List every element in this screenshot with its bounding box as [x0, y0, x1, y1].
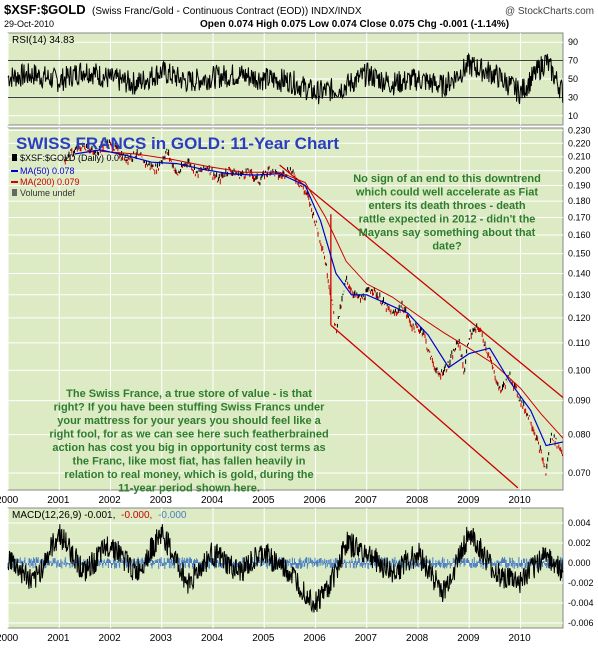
legend-ma200: MA(200) 0.079 — [20, 177, 80, 187]
x-axis-label: 2009 — [457, 495, 480, 506]
ma50-line — [74, 149, 564, 447]
price-tick-label: 0.080 — [568, 430, 591, 440]
price-tick-label: 0.230 — [568, 125, 591, 135]
ohlc-readout: Open 0.074 High 0.075 Low 0.074 Close 0.… — [200, 19, 509, 30]
price-tick-label: 0.150 — [568, 249, 591, 259]
x-axis-label: 2004 — [201, 495, 224, 506]
price-tick-label: 0.110 — [568, 338, 590, 348]
x-axis-label: 2006 — [303, 633, 326, 644]
chart-date: 29-Oct-2010 — [4, 19, 54, 29]
price-tick-label: 0.160 — [568, 230, 591, 240]
price-panel: SWISS FRANCS in GOLD: 11-Year Chart $XSF… — [7, 125, 591, 495]
x-axis-label: 2010 — [508, 495, 531, 506]
legend-marker-price — [12, 154, 17, 161]
rsi-line — [7, 52, 564, 105]
stockcharts-watermark: @ StockCharts.com — [505, 6, 594, 17]
chart-symbol: $XSF:$GOLD — [4, 2, 86, 17]
macd-tick-label: -0.002 — [568, 578, 594, 588]
x-axis-label: 2004 — [201, 633, 224, 644]
rsi-label: RSI(14) 34.83 — [12, 35, 75, 46]
macd-label: MACD(12,26,9) -0.001, -0.000, -0.000 — [12, 510, 187, 521]
price-tick-label: 0.190 — [568, 181, 591, 191]
price-tick-label: 0.180 — [568, 196, 591, 206]
rsi-tick-label: 70 — [568, 56, 578, 66]
annotation-left: The Swiss France, a true store of value … — [49, 388, 328, 495]
x-axis-label: 2005 — [252, 633, 275, 644]
rsi-tick-label: 10 — [568, 111, 578, 121]
x-axis-label: 2003 — [150, 495, 173, 506]
price-tick-label: 0.200 — [568, 166, 591, 176]
x-axis-label: 2008 — [406, 495, 429, 506]
macd-tick-label: 0.000 — [568, 558, 591, 568]
chart-description: (Swiss Franc/Gold - Continuous Contract … — [92, 6, 362, 17]
macd-tick-label: 0.002 — [568, 538, 591, 548]
x-axis-label: 2005 — [252, 495, 275, 506]
macd-label-signal: -0.000, — [121, 510, 152, 521]
price-tick-label: 0.210 — [568, 152, 591, 162]
price-tick-label: 0.070 — [568, 468, 591, 478]
x-axis-label: 2003 — [150, 633, 173, 644]
price-tick-label: 0.220 — [568, 138, 591, 148]
x-axis-label: 2002 — [98, 633, 121, 644]
trend-channel-line — [330, 324, 519, 489]
x-axis-label: 2007 — [355, 495, 378, 506]
legend: $XSF:$GOLD (Daily) 0.075 MA(50) 0.078 MA… — [11, 153, 129, 198]
macd-label-hist: -0.000 — [158, 510, 187, 521]
rsi-tick-label: 50 — [568, 74, 578, 84]
ma200-line — [100, 150, 564, 439]
rsi-tick-label: 90 — [568, 37, 578, 47]
x-axis-label: 2001 — [47, 633, 70, 644]
x-axis-label: 2008 — [406, 633, 429, 644]
x-axis-label: 2007 — [355, 633, 378, 644]
legend-ma50: MA(50) 0.078 — [20, 166, 75, 176]
price-tick-label: 0.120 — [568, 313, 591, 323]
rsi-panel: RSI(14) 34.83 90 70 50 30 10 — [7, 32, 578, 126]
macd-tick-label: 0.004 — [568, 518, 591, 528]
price-tick-label: 0.170 — [568, 213, 591, 223]
x-axis-label: 2002 — [98, 495, 121, 506]
price-tick-label: 0.130 — [568, 290, 591, 300]
x-axis-label: 2001 — [47, 495, 70, 506]
legend-price: $XSF:$GOLD (Daily) 0.075 — [20, 153, 129, 163]
macd-tick-label: -0.004 — [568, 598, 594, 608]
macd-tick-label: -0.006 — [568, 618, 594, 628]
rsi-tick-label: 30 — [568, 92, 578, 102]
trend-channel-line — [279, 164, 564, 399]
macd-panel: MACD(12,26,9) -0.001, -0.000, -0.000 0.0… — [7, 507, 594, 629]
macd-label-main: MACD(12,26,9) -0.001, — [12, 510, 115, 521]
macd-line — [7, 524, 564, 613]
x-axis-label: 2006 — [303, 495, 326, 506]
price-tick-label: 0.140 — [568, 268, 591, 278]
legend-volume: Volume undef — [20, 188, 76, 198]
legend-marker-volume — [12, 189, 17, 196]
x-axis-label: 2010 — [508, 633, 531, 644]
x-axis-label: 2009 — [457, 633, 480, 644]
chart-title: SWISS FRANCS in GOLD: 11-Year Chart — [16, 134, 339, 153]
price-tick-label: 0.090 — [568, 396, 591, 406]
annotation-right: No sign of an end to this downtrend which… — [353, 173, 541, 253]
price-panel-bg — [7, 127, 564, 491]
price-tick-label: 0.100 — [568, 365, 591, 375]
